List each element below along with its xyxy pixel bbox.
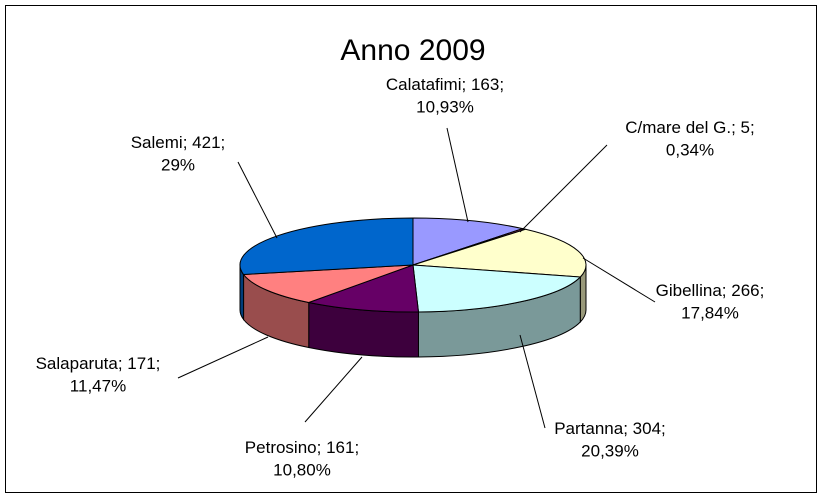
label-sep: ; bbox=[221, 133, 226, 152]
slice bbox=[239, 217, 414, 276]
label-name: Gibellina bbox=[656, 281, 723, 300]
label-sep: ; bbox=[499, 75, 504, 94]
label-name: Calatafimi bbox=[386, 75, 462, 94]
data-label-percent: 29% bbox=[161, 155, 195, 174]
data-label: Petrosino; 161; bbox=[245, 438, 359, 457]
data-label-percent: 17,84% bbox=[681, 303, 739, 322]
data-label: Calatafimi; 163; bbox=[386, 75, 504, 94]
label-value: 161 bbox=[326, 438, 354, 457]
label-name: C/mare del G. bbox=[625, 118, 731, 137]
data-label-percent: 10,93% bbox=[416, 97, 474, 116]
leader-line bbox=[177, 336, 269, 379]
data-label: Gibellina; 266; bbox=[656, 281, 765, 300]
label-sep: ; bbox=[156, 354, 161, 373]
label-sep: ; bbox=[354, 438, 359, 457]
data-label-percent: 10,80% bbox=[273, 460, 331, 479]
leader-line bbox=[304, 356, 363, 423]
label-sep: ; bbox=[183, 133, 188, 152]
label-value: 266 bbox=[731, 281, 759, 300]
data-label-percent: 0,34% bbox=[666, 140, 714, 159]
label-value: 163 bbox=[471, 75, 499, 94]
label-sep: ; bbox=[118, 354, 123, 373]
slice bbox=[242, 264, 414, 304]
label-name: Salaparuta bbox=[36, 354, 119, 373]
data-label: Salaparuta; 171; bbox=[36, 354, 161, 373]
leader-line bbox=[519, 334, 546, 429]
chart-title: Anno 2009 bbox=[340, 34, 485, 67]
label-sep: ; bbox=[462, 75, 467, 94]
slice bbox=[412, 217, 525, 266]
slice bbox=[306, 264, 420, 313]
data-label: Partanna; 304; bbox=[554, 419, 666, 438]
label-value: 304 bbox=[633, 419, 661, 438]
label-sep: ; bbox=[317, 438, 322, 457]
label-value: 421 bbox=[192, 133, 220, 152]
label-value: 171 bbox=[127, 354, 155, 373]
label-name: Petrosino bbox=[245, 438, 317, 457]
leader-line bbox=[519, 144, 608, 233]
data-label-percent: 20,39% bbox=[581, 441, 639, 460]
data-label: Salemi; 421; bbox=[131, 133, 226, 152]
label-sep: ; bbox=[623, 419, 628, 438]
slice bbox=[412, 264, 582, 313]
label-sep: ; bbox=[722, 281, 727, 300]
label-sep: ; bbox=[661, 419, 666, 438]
label-name: Partanna bbox=[554, 419, 624, 438]
label-sep: ; bbox=[750, 118, 755, 137]
data-label: C/mare del G.; 5; bbox=[625, 118, 754, 137]
label-sep: ; bbox=[731, 118, 736, 137]
leader-line bbox=[446, 127, 469, 223]
label-value: 5 bbox=[741, 118, 750, 137]
leader-line bbox=[237, 161, 278, 239]
slice bbox=[412, 228, 587, 278]
leader-line bbox=[582, 257, 656, 303]
data-label-percent: 11,47% bbox=[70, 376, 126, 395]
label-name: Salemi bbox=[131, 133, 183, 152]
label-sep: ; bbox=[760, 281, 765, 300]
